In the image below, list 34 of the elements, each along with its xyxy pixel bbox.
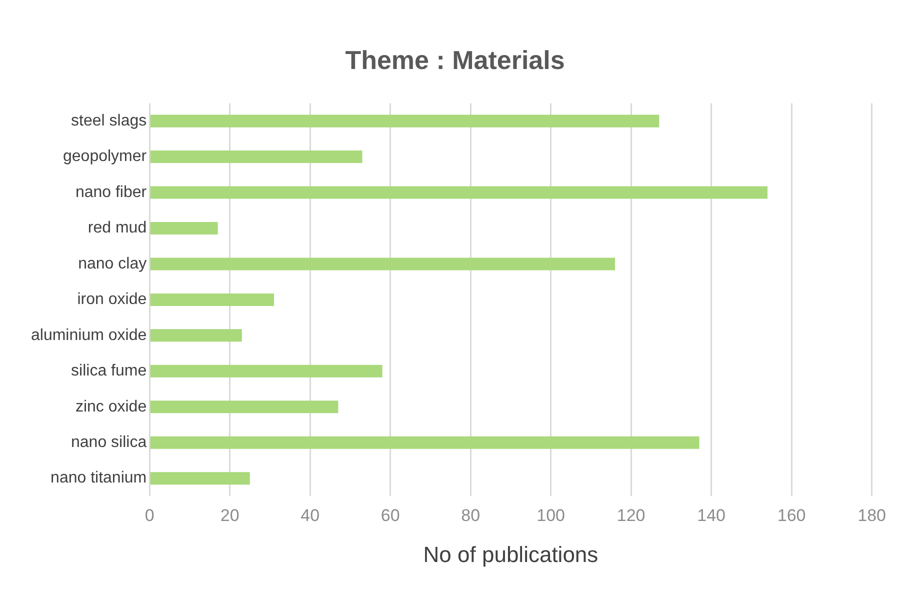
x-tick-label: 160 bbox=[777, 506, 806, 526]
x-tick-label: 140 bbox=[697, 506, 726, 526]
x-tick-label: 120 bbox=[616, 506, 646, 526]
bar bbox=[150, 472, 250, 485]
bar bbox=[150, 150, 362, 164]
bar bbox=[150, 400, 338, 414]
y-tick-label: zinc oxide bbox=[75, 398, 147, 416]
y-tick-label: nano clay bbox=[78, 255, 147, 272]
x-tick-label: 80 bbox=[461, 506, 480, 526]
chart-title: Theme : Materials bbox=[345, 44, 565, 75]
y-tick-label: geopolymer bbox=[63, 148, 148, 166]
x-tick-label: 180 bbox=[858, 506, 886, 526]
bar bbox=[150, 364, 382, 378]
x-tick-label: 100 bbox=[536, 506, 566, 526]
bar bbox=[150, 329, 242, 342]
bar bbox=[150, 436, 700, 449]
x-tick-label: 0 bbox=[144, 506, 154, 526]
bar bbox=[150, 186, 768, 199]
y-tick-label: nano fiber bbox=[75, 184, 148, 201]
y-tick-label: iron oxide bbox=[77, 291, 147, 308]
x-axis-title: No of publications bbox=[423, 542, 598, 567]
bar bbox=[150, 258, 616, 270]
x-tick-label: 40 bbox=[300, 506, 320, 526]
bar bbox=[150, 222, 218, 234]
bar bbox=[150, 293, 274, 306]
y-tick-label: steel slags bbox=[71, 112, 147, 130]
y-tick-label: silica fume bbox=[71, 362, 147, 380]
y-tick-label: red mud bbox=[88, 220, 147, 237]
y-tick-label: nano silica bbox=[71, 434, 147, 452]
y-tick-label: aluminium oxide bbox=[31, 326, 147, 344]
x-tick-label: 60 bbox=[380, 506, 400, 526]
x-tick-label: 20 bbox=[220, 506, 240, 526]
y-tick-label: nano titanium bbox=[50, 470, 147, 487]
bar bbox=[150, 114, 660, 128]
